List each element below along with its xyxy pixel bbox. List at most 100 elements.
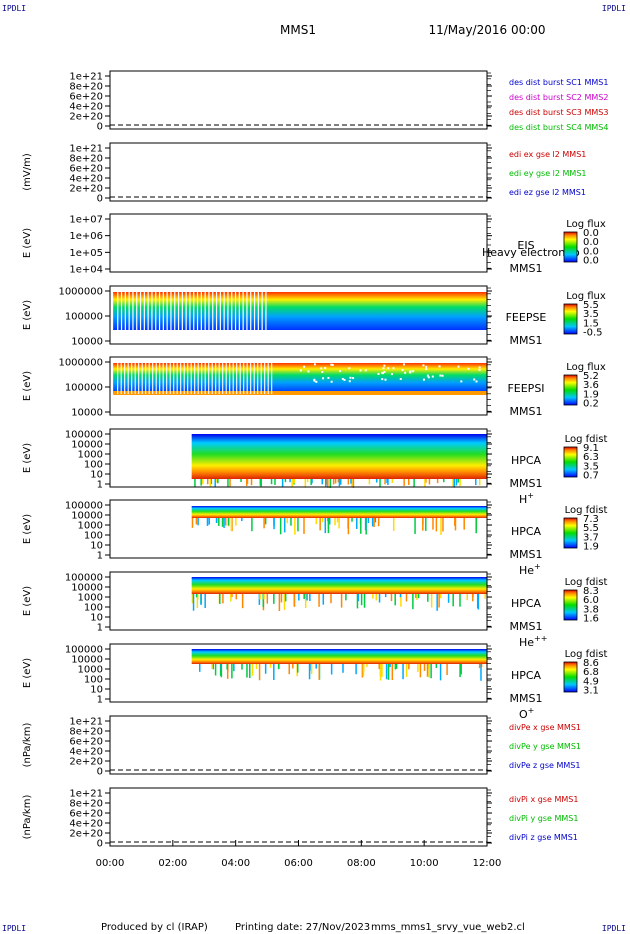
feepsi-gap-29 <box>218 362 220 394</box>
hpca-he-tail-4 <box>463 518 465 530</box>
hpca-h-ytick-label-4: 10 <box>90 470 103 481</box>
hpca-he2-colorbar <box>563 589 578 621</box>
hpca-he2-ytick-label-1: 10000 <box>71 583 103 594</box>
feepsi-speck-31 <box>381 371 384 374</box>
hpca-o-tail-2 <box>212 664 215 670</box>
hpca-o-tail-65 <box>277 664 280 670</box>
feepsi-speck-7 <box>392 367 395 370</box>
feepsi-speck-40 <box>403 363 406 366</box>
hpca-he-tail-57 <box>221 518 224 527</box>
hpca-he-tail-37 <box>475 518 477 534</box>
feepsi-gap-8 <box>145 362 147 394</box>
hpca-h-tail-64 <box>407 479 410 485</box>
hpca-he2-tail-68 <box>235 594 238 600</box>
hpca-he-tail-24 <box>432 518 434 530</box>
edi-e-gse-legend-1: edi ey gse l2 MMS1 <box>509 169 587 178</box>
hpca-o-frame <box>109 643 488 703</box>
divpe-ytick-label-3: 4e+20 <box>69 747 103 758</box>
feepsi-speck-29 <box>426 374 429 377</box>
hpca-he-tail-27 <box>334 518 336 526</box>
x-axis: 00:00 02:00 04:00 06:00 08:00 10:00 12:00 <box>96 840 501 869</box>
eis-frame <box>109 213 488 273</box>
hpca-h-cbar-tick-2: 3.5 <box>583 461 599 472</box>
hpca-he2-tail-43 <box>230 594 232 602</box>
feepsi-speck-24 <box>412 370 415 373</box>
hpca-h-tail-6 <box>375 479 378 483</box>
hpca-he2-cbar-title: Log fdist <box>565 577 608 588</box>
feepsi-gap-16 <box>173 362 175 394</box>
hpca-o-tail-33 <box>231 664 233 679</box>
hpca-he-tail-30 <box>364 518 367 531</box>
feepsi-gap-13 <box>162 362 164 394</box>
hpca-o-tail-35 <box>251 664 254 676</box>
hpca-h-tail-33 <box>413 479 415 487</box>
hpca-he2-tail-46 <box>477 594 480 610</box>
feepsi-speck-14 <box>377 372 380 375</box>
feepsi-colorbar <box>563 374 578 406</box>
feepse-gap-28 <box>223 291 225 331</box>
hpca-o-tail-19 <box>405 664 408 677</box>
hpca-he2-ytick-label-3: 100 <box>84 603 103 614</box>
divpi-ytick-label-2: 6e+20 <box>69 809 103 820</box>
feepse-gap-5 <box>136 291 138 331</box>
hpca-he2-tail-4 <box>405 594 408 602</box>
footer-printing-date: Printing date: 27/Nov/2023 <box>235 922 370 933</box>
hpca-he2-tail-8 <box>318 594 320 607</box>
hpca-h-tail-14 <box>214 479 216 488</box>
hpca-he2-tail-6 <box>322 594 325 605</box>
hpca-he2-cbar-tick-3: 1.6 <box>583 614 599 625</box>
des-dist-burst-ytick-label-5: 0 <box>97 122 103 133</box>
divpi-legend-0: divPi x gse MMS1 <box>509 795 578 804</box>
hpca-o-tail-16 <box>361 664 364 678</box>
feepsi-gap-33 <box>232 362 234 394</box>
feepsi-speck-15 <box>425 368 428 371</box>
hpca-he2-tail-34 <box>258 594 261 605</box>
hpca-o-cbar-tick-3: 3.1 <box>583 686 599 697</box>
hpca-he-tail-9 <box>290 518 292 526</box>
hpca-h-tail-37 <box>329 479 332 488</box>
hpca-he2-tail-12 <box>280 594 283 603</box>
hpca-he2-tail-0 <box>222 594 224 604</box>
hpca-he-cbar-title: Log fdist <box>565 505 608 516</box>
hpca-h-tail-38 <box>386 479 388 483</box>
feepsi-gap-32 <box>229 362 231 394</box>
hpca-h-tail-52 <box>334 479 337 484</box>
feepse-cbar-tick-1: 3.5 <box>583 309 599 320</box>
divpe-legend-1: divPe y gse MMS1 <box>509 742 581 751</box>
hpca-o-tail-24 <box>423 664 426 671</box>
hpca-he-tail-34 <box>374 518 377 523</box>
hpca-he-tail-14 <box>371 518 374 527</box>
hpca-he-ytick-label-3: 100 <box>84 531 103 542</box>
des-dist-burst-ytick-label-4: 2e+20 <box>69 112 103 123</box>
eis-ylabel: E (eV) <box>22 228 33 258</box>
hpca-he2-ylabel: E (eV) <box>22 586 33 616</box>
hpca-he-cbar-tick-1: 5.5 <box>583 523 599 534</box>
hpca-o-tail-25 <box>387 664 390 680</box>
hpca-he2-tail-25 <box>262 594 265 608</box>
feepse-gap-14 <box>170 291 172 331</box>
hpca-o-cbar-tick-2: 4.9 <box>583 676 599 687</box>
corner-label-bottom-left: IPDLI <box>2 924 27 933</box>
feepsi-speck-16 <box>330 380 333 383</box>
feepsi-speck-51 <box>467 367 470 370</box>
divpe-ytick-label-5: 0 <box>97 767 103 778</box>
hpca-h-tail-54 <box>289 479 291 483</box>
des-dist-burst-ytick-label-1: 8e+20 <box>69 82 103 93</box>
hpca-he2-tail-61 <box>394 594 396 606</box>
feepsi-speck-37 <box>460 380 463 383</box>
hpca-o-tail-46 <box>385 664 388 680</box>
eis-cbar-tick-3: 0.0 <box>583 256 599 267</box>
feepsi-speck-56 <box>330 363 333 366</box>
feepse-gap-32 <box>238 291 240 331</box>
edi-e-gse-ytick-label-4: 2e+20 <box>69 184 103 195</box>
hpca-h-tail-29 <box>379 479 381 487</box>
feepsi-gap-10 <box>152 362 154 394</box>
hpca-he-tail-69 <box>251 518 253 532</box>
hpca-h-tail-5 <box>240 479 242 483</box>
edi-e-gse-ytick-label-3: 4e+20 <box>69 174 103 185</box>
feepse-spectrum <box>113 292 488 330</box>
hpca-o-cbar-title: Log fdist <box>565 649 608 660</box>
